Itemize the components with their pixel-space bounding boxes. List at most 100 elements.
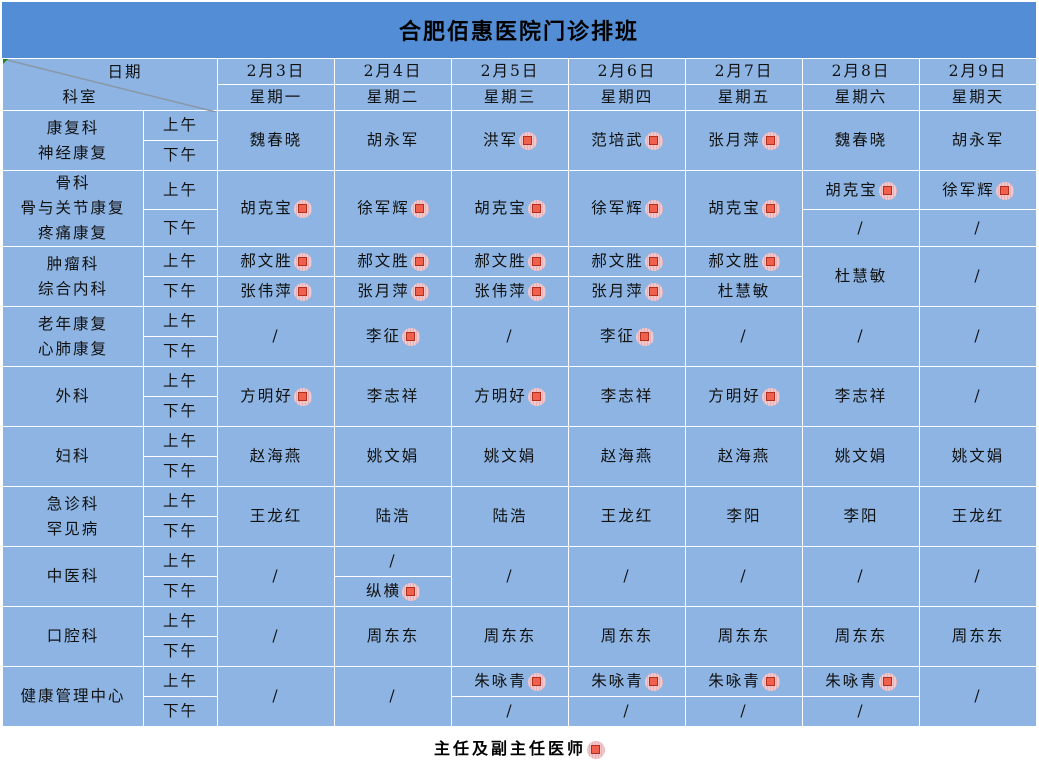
schedule-cell[interactable]: 李阳 (802, 486, 921, 547)
schedule-cell[interactable]: 胡克宝 (451, 170, 570, 247)
schedule-cell-pm[interactable]: 张伟萍 (451, 276, 570, 307)
schedule-cell-pm[interactable]: 张月萍 (568, 276, 687, 307)
schedule-cell[interactable]: / (919, 246, 1038, 307)
schedule-cell[interactable]: 方明好 (451, 366, 570, 427)
schedule-cell[interactable]: 姚文娟 (802, 426, 921, 487)
doctor-name: 魏春晓 (249, 131, 303, 149)
schedule-cell[interactable]: 魏春晓 (802, 110, 921, 171)
doctor-name: / (506, 327, 514, 345)
schedule-cell[interactable]: / (451, 306, 570, 367)
schedule-cell-am[interactable]: 郝文胜 (217, 246, 336, 277)
schedule-cell-pm[interactable]: 纵横 (334, 576, 453, 607)
schedule-cell[interactable]: 胡永军 (334, 110, 453, 171)
schedule-cell[interactable]: 周东东 (568, 606, 687, 667)
schedule-cell[interactable]: 方明好 (685, 366, 804, 427)
schedule-cell-am[interactable]: 朱咏青 (568, 666, 687, 697)
schedule-cell[interactable]: 魏春晓 (217, 110, 336, 171)
schedule-cell-pm[interactable]: 张伟萍 (217, 276, 336, 307)
schedule-cell[interactable]: 陆浩 (451, 486, 570, 547)
schedule-cell[interactable]: 李征 (334, 306, 453, 367)
department-name: 外科 (55, 387, 91, 405)
schedule-cell[interactable]: 李志祥 (334, 366, 453, 427)
schedule-cell-pm[interactable]: / (685, 696, 804, 727)
schedule-cell[interactable]: / (919, 366, 1038, 427)
am-label: 上午 (142, 426, 219, 457)
schedule-cell-am[interactable]: 朱咏青 (685, 666, 804, 697)
department-name: 骨科 (55, 174, 91, 192)
schedule-cell[interactable]: 李阳 (685, 486, 804, 547)
schedule-cell[interactable]: 赵海燕 (217, 426, 336, 487)
schedule-cell[interactable]: / (217, 606, 336, 667)
chief-marker-icon (402, 328, 421, 346)
department-name: 罕见病 (46, 519, 100, 538)
schedule-cell[interactable]: 杜慧敏 (802, 246, 921, 307)
schedule-cell-am[interactable]: 郝文胜 (685, 246, 804, 277)
schedule-cell[interactable]: / (685, 306, 804, 367)
schedule-cell-am[interactable]: 胡克宝 (802, 169, 921, 211)
schedule-cell[interactable]: / (802, 306, 921, 367)
schedule-cell[interactable]: 周东东 (802, 606, 921, 667)
schedule-cell[interactable]: 周东东 (334, 606, 453, 667)
schedule-cell-pm[interactable]: / (451, 696, 570, 727)
schedule-cell-pm[interactable]: 杜慧敏 (685, 276, 804, 307)
schedule-cell[interactable]: 姚文娟 (451, 426, 570, 487)
schedule-cell[interactable]: 徐军辉 (568, 170, 687, 247)
schedule-cell[interactable]: 周东东 (451, 606, 570, 667)
schedule-cell[interactable]: 赵海燕 (685, 426, 804, 487)
schedule-cell-am[interactable]: 徐军辉 (919, 169, 1038, 211)
schedule-cell-am[interactable]: 朱咏青 (451, 666, 570, 697)
schedule-cell[interactable]: / (802, 546, 921, 607)
schedule-cell[interactable]: 赵海燕 (568, 426, 687, 487)
schedule-cell[interactable]: 徐军辉 (334, 170, 453, 247)
schedule-cell-am[interactable]: 朱咏青 (802, 666, 921, 697)
schedule-cell-pm[interactable]: / (802, 209, 921, 247)
department-name: 心肺康复 (37, 339, 108, 358)
schedule-cell[interactable]: 李征 (568, 306, 687, 367)
schedule-cell[interactable]: 周东东 (685, 606, 804, 667)
chief-marker-icon (761, 388, 780, 406)
chief-marker-icon (995, 181, 1014, 200)
schedule-cell[interactable]: / (919, 546, 1038, 607)
schedule-cell-am[interactable]: 郝文胜 (451, 246, 570, 277)
schedule-cell[interactable]: 王龙红 (568, 486, 687, 547)
schedule-cell-pm[interactable]: / (919, 209, 1038, 247)
schedule-cell[interactable]: 王龙红 (217, 486, 336, 547)
schedule-cell[interactable]: 胡克宝 (217, 170, 336, 247)
schedule-cell[interactable]: / (217, 306, 336, 367)
chief-marker-icon (293, 253, 312, 271)
schedule-cell[interactable]: 胡永军 (919, 110, 1038, 171)
schedule-cell[interactable]: 王龙红 (919, 486, 1038, 547)
pm-label: 下午 (142, 636, 219, 667)
schedule-cell[interactable]: / (919, 666, 1038, 727)
schedule-cell-am[interactable]: / (334, 546, 453, 577)
schedule-cell-pm[interactable]: 张月萍 (334, 276, 453, 307)
schedule-cell-pm[interactable]: / (802, 696, 921, 727)
am-label: 上午 (142, 666, 219, 697)
schedule-cell[interactable]: / (451, 546, 570, 607)
schedule-cell[interactable]: 胡克宝 (685, 170, 804, 247)
schedule-cell[interactable]: 陆浩 (334, 486, 453, 547)
schedule-cell[interactable]: / (334, 666, 453, 727)
schedule-cell[interactable]: 李志祥 (568, 366, 687, 427)
date-label: 日期 (107, 62, 143, 81)
schedule-cell[interactable]: 姚文娟 (334, 426, 453, 487)
schedule-cell[interactable]: 张月萍 (685, 110, 804, 171)
schedule-cell[interactable]: 李志祥 (802, 366, 921, 427)
chief-marker-icon (587, 740, 605, 759)
schedule-cell[interactable]: / (919, 306, 1038, 367)
department-name: 妇科 (55, 447, 91, 465)
schedule-cell[interactable]: 周东东 (919, 606, 1038, 667)
schedule-cell[interactable]: / (685, 546, 804, 607)
schedule-cell-am[interactable]: 郝文胜 (334, 246, 453, 277)
schedule-cell[interactable]: 洪军 (451, 110, 570, 171)
schedule-cell-pm[interactable]: / (568, 696, 687, 727)
schedule-cell[interactable]: / (568, 546, 687, 607)
schedule-cell[interactable]: 范培武 (568, 110, 687, 171)
schedule-cell[interactable]: 姚文娟 (919, 426, 1038, 487)
schedule-cell[interactable]: / (217, 546, 336, 607)
schedule-cell[interactable]: 方明好 (217, 366, 336, 427)
schedule-cell-am[interactable]: 郝文胜 (568, 246, 687, 277)
doctor-name: 方明好 (708, 387, 761, 405)
schedule-cell[interactable]: / (217, 666, 336, 727)
